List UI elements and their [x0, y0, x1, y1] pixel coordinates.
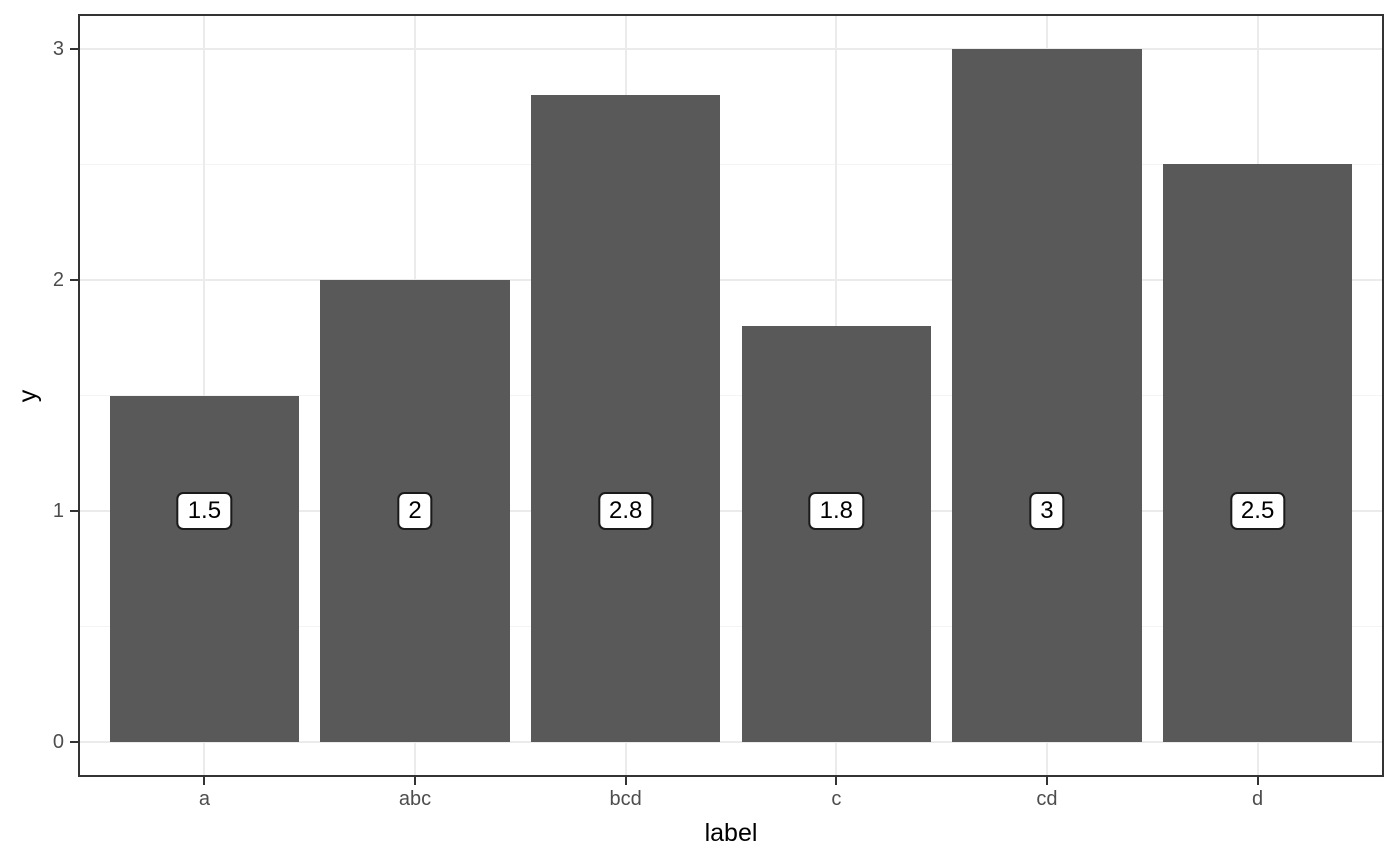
bar-value-label: 2: [397, 492, 433, 531]
x-axis-tick-label: abc: [398, 788, 432, 810]
gridline-major-horizontal: [78, 47, 1384, 50]
x-axis-tick: [414, 777, 417, 785]
bar-value-label: 1.5: [176, 492, 233, 531]
y-axis-title: y: [14, 389, 42, 402]
x-axis-tick: [835, 777, 838, 785]
plot-panel: 1.5 2 2.8 1.8 3 2.5: [78, 14, 1384, 777]
x-axis-tick: [624, 777, 627, 785]
x-axis-tick: [1045, 777, 1048, 785]
bar: [952, 48, 1142, 743]
y-axis-tick: [70, 278, 78, 281]
gridline-minor-horizontal: [78, 163, 1384, 165]
bar-value-label: 2.5: [1229, 492, 1286, 531]
x-axis-title: label: [704, 819, 758, 847]
gridline-minor-horizontal: [78, 395, 1384, 396]
x-axis-tick-label: c: [831, 788, 842, 810]
y-axis-tick-label: 2: [52, 268, 64, 291]
y-axis-tick: [70, 510, 78, 513]
y-axis-tick: [70, 47, 78, 50]
bar-value-label: 1.8: [808, 492, 864, 531]
x-axis-tick-label: bcd: [609, 788, 642, 810]
bar: [1162, 164, 1353, 743]
y-axis-tick: [70, 741, 78, 744]
y-axis-tick-label: 3: [52, 37, 64, 60]
x-axis-tick: [1256, 777, 1259, 785]
gridline-major-horizontal: [78, 741, 1384, 744]
gridline-major-horizontal: [78, 510, 1384, 513]
bar-value-label: 3: [1029, 492, 1065, 531]
bar: [109, 395, 300, 743]
bar: [741, 326, 932, 743]
gridline-minor-horizontal: [78, 626, 1384, 628]
x-axis-tick-label: a: [198, 788, 210, 810]
bar-value-label: 2.8: [597, 492, 654, 531]
y-axis-tick-label: 0: [52, 731, 64, 754]
x-axis-tick: [203, 777, 206, 785]
x-axis-tick-label: d: [1252, 788, 1264, 810]
gridline-major-horizontal: [78, 278, 1384, 281]
y-axis-tick-label: 1: [52, 500, 64, 523]
bar: [530, 94, 721, 743]
x-axis-tick-label: cd: [1036, 788, 1058, 810]
